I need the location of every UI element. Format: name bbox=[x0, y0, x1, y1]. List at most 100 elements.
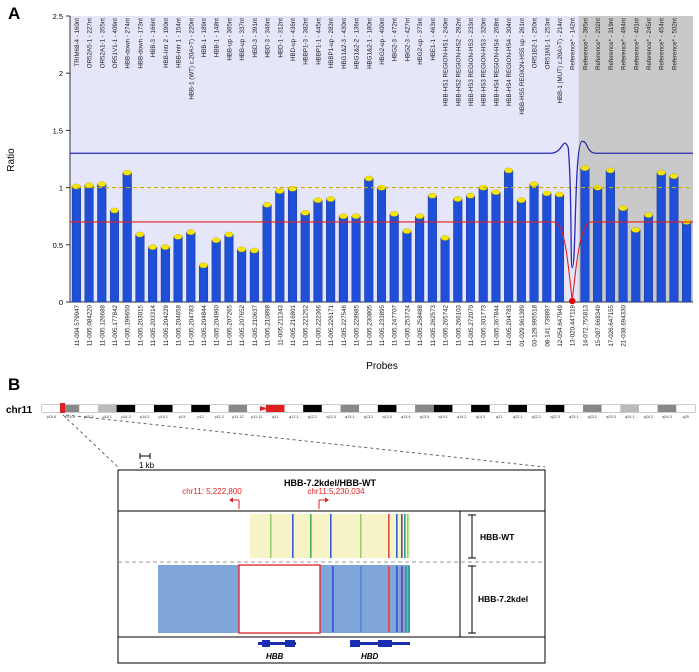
chromosome-label: chr11 bbox=[6, 405, 33, 416]
bar-cap bbox=[122, 169, 132, 176]
band-label: q23.3 bbox=[606, 415, 616, 419]
wt-variant-stripes bbox=[270, 514, 409, 558]
ideogram-band bbox=[583, 405, 602, 412]
probe-label: Reference* - 245nt bbox=[646, 18, 653, 70]
chromosome-ideogram: p15.5 p15.4 p15.3 p15.1 p14.3 p14.2 p14.1 p13 p1… bbox=[41, 404, 696, 419]
ideogram-band bbox=[433, 405, 453, 412]
y-tick-label: 1 bbox=[59, 184, 63, 193]
bar bbox=[376, 187, 387, 303]
variant-stripe bbox=[396, 514, 398, 558]
bar bbox=[109, 210, 120, 303]
position-label: 21-038.694330 bbox=[621, 304, 628, 346]
zoom-line-left bbox=[62, 414, 119, 468]
ideogram-band bbox=[657, 405, 677, 412]
position-label: 01-029.961389 bbox=[519, 304, 526, 346]
ideogram-band bbox=[79, 405, 98, 412]
ideogram-band bbox=[116, 405, 136, 412]
ideogram-band bbox=[545, 405, 565, 412]
probe-label: OR52A1-1 - 355nt bbox=[99, 18, 106, 68]
band-label: q24.3 bbox=[662, 415, 672, 419]
bar bbox=[97, 183, 107, 303]
ideogram-band bbox=[228, 405, 248, 412]
bar-cap bbox=[644, 212, 653, 218]
probe-label: Reference* - 142nt bbox=[570, 18, 577, 70]
y-tick-label: 2.5 bbox=[53, 12, 63, 21]
probe-label: HBB-HS2 REGION-HS2 - 292nt bbox=[455, 18, 462, 106]
position-label: 11-004.579947 bbox=[74, 304, 81, 346]
centromere-marker bbox=[259, 406, 268, 411]
probe-label: HBB-1 (WT) c.20A>T) - 220nt bbox=[188, 18, 195, 100]
bar bbox=[605, 170, 615, 303]
bar-cap bbox=[110, 207, 119, 214]
band-label: p15.3 bbox=[84, 415, 94, 419]
wt-track-label: HBB-WT bbox=[480, 532, 515, 542]
band-label: p14.3 bbox=[121, 415, 131, 419]
band-label: p11.2 bbox=[215, 415, 224, 419]
bar-cap bbox=[72, 183, 81, 190]
bar bbox=[275, 190, 285, 303]
bar bbox=[643, 214, 654, 303]
del-bracket bbox=[468, 565, 476, 634]
variant-stripe bbox=[396, 566, 398, 632]
band-label: q22.1 bbox=[513, 415, 523, 419]
lower-threshold-line bbox=[70, 221, 693, 300]
probe-label: OR51B2-1 - 250nt bbox=[532, 18, 539, 68]
bar-cap bbox=[135, 231, 145, 238]
probe-label: Reference* - 319nt bbox=[608, 18, 615, 70]
band-label: q13.3 bbox=[382, 415, 392, 419]
band-label: p13 bbox=[179, 415, 185, 419]
y-tick-label: 1.5 bbox=[53, 126, 63, 135]
probe-label: Reference* - 395nt bbox=[582, 18, 589, 70]
position-label: 11-005.265742 bbox=[443, 304, 450, 346]
probe-label: HBB-HS4 REGION-HS4 - 268nt bbox=[493, 18, 500, 106]
variant-stripe bbox=[401, 514, 403, 558]
ideogram-band bbox=[321, 405, 341, 412]
probe-label: HBB-Intr 1 - 154nt bbox=[176, 18, 183, 68]
position-label: 11-005.204844 bbox=[201, 304, 208, 346]
probe-label: HBB-1 (MUT) c.20A>T) - 214nt bbox=[557, 18, 564, 104]
band-label: q14.1 bbox=[438, 415, 448, 419]
bar-cap bbox=[351, 213, 361, 219]
position-label: 11-005.367844 bbox=[493, 304, 500, 346]
position-labels: 11-004.579947 11-005.084220 11-005.126688 1… bbox=[74, 304, 628, 346]
bar bbox=[186, 232, 196, 303]
position-label: 11-005.266103 bbox=[455, 304, 462, 346]
bar bbox=[71, 186, 81, 303]
bar bbox=[529, 183, 539, 303]
bar bbox=[84, 185, 94, 303]
position-label: 11-005.262573 bbox=[430, 304, 437, 346]
position-label: 11-005.207265 bbox=[226, 304, 233, 346]
variant-stripe bbox=[332, 566, 334, 632]
bar-cap bbox=[326, 196, 335, 202]
bar-cap bbox=[173, 234, 183, 240]
position-label: 11-005.204783 bbox=[188, 304, 195, 346]
band-label: q14.2 bbox=[457, 415, 467, 419]
probe-label: Reference* - 401nt bbox=[633, 18, 640, 70]
bar-cap bbox=[161, 244, 170, 250]
bar bbox=[135, 234, 145, 303]
ideogram-band bbox=[471, 405, 490, 412]
probe-label: HBBP1-up - 283nt bbox=[328, 18, 335, 68]
ideogram-band bbox=[359, 405, 378, 412]
ideogram-band bbox=[639, 405, 658, 412]
bar-cap bbox=[199, 262, 208, 269]
del-variant-stripes bbox=[332, 566, 410, 632]
bar bbox=[364, 178, 374, 303]
probe-label: HBD-3 - 391nt bbox=[252, 18, 259, 58]
bar bbox=[453, 198, 463, 303]
position-label: 11-005.210898 bbox=[265, 304, 272, 346]
position-label: 11-005.199650 bbox=[125, 304, 132, 346]
bar-cap bbox=[555, 191, 564, 198]
bar-cap bbox=[250, 247, 259, 254]
bar-cap bbox=[491, 189, 501, 195]
bar-cap bbox=[606, 167, 615, 174]
position-label: 08-141.739897 bbox=[544, 304, 551, 346]
ideogram-band bbox=[209, 405, 229, 412]
probe-label: HBB-HS1 REGION-HS1 - 240nt bbox=[443, 18, 450, 106]
band-label: q21 bbox=[496, 415, 502, 419]
probe-label: HBB-up - 337nt bbox=[239, 18, 246, 61]
position-label: 03-129.995518 bbox=[532, 304, 539, 346]
gene-hbd bbox=[350, 640, 410, 647]
deleted-region-box bbox=[238, 564, 321, 634]
variant-stripe bbox=[360, 514, 362, 558]
